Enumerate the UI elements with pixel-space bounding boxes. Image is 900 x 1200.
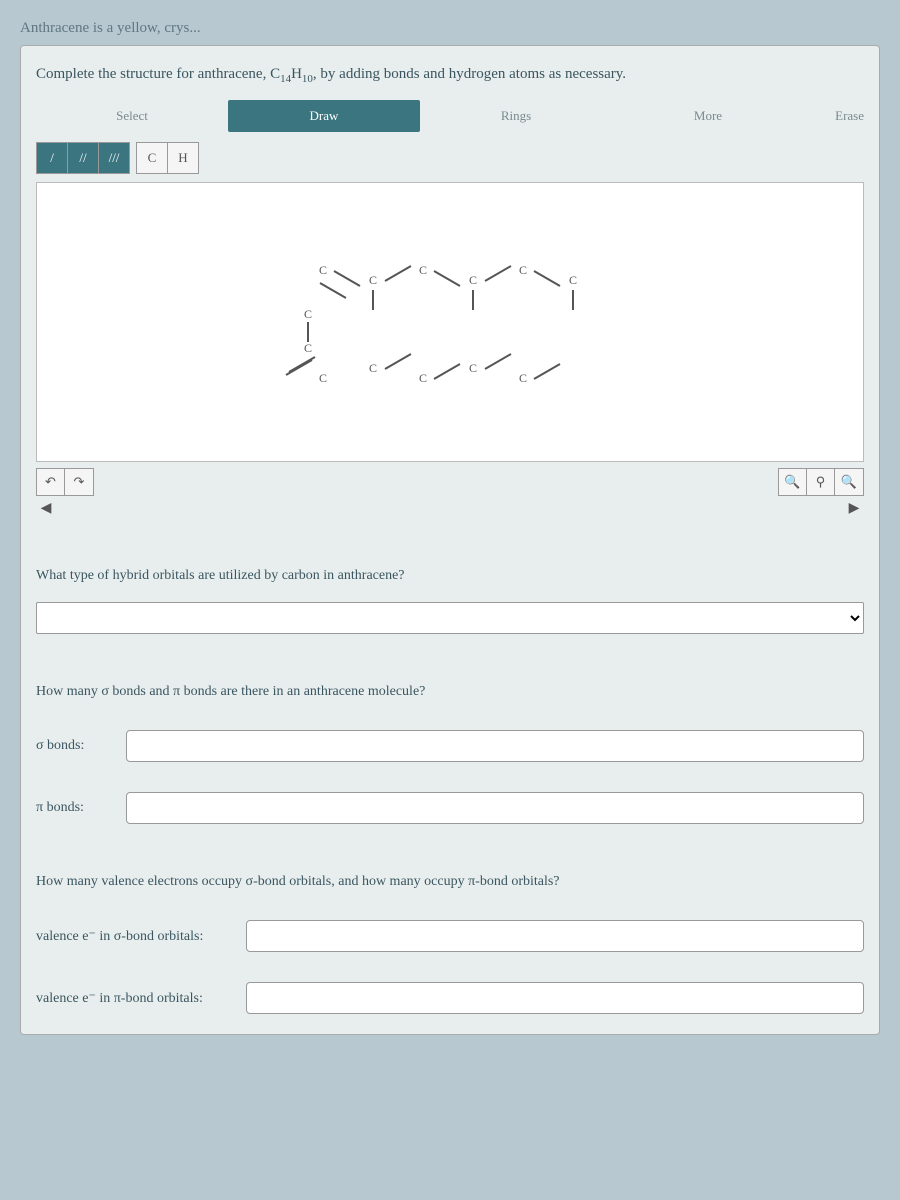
valence-sigma-label: valence e⁻ in σ-bond orbitals: [36, 928, 246, 945]
nav-right-arrow[interactable]: ▶ [844, 498, 864, 518]
undo-redo-group: ↶ ↷ [36, 468, 94, 496]
pi-bonds-input[interactable] [126, 792, 864, 824]
canvas-controls: ↶ ↷ ◀ 🔍 ⚲ 🔍 ▶ [36, 468, 864, 518]
drawing-canvas[interactable]: C C C C C C C C C C C C [36, 182, 864, 462]
prompt-h: H [291, 66, 302, 82]
bond [385, 265, 412, 282]
tab-more[interactable]: More [612, 100, 804, 132]
carbon-tool[interactable]: C [136, 142, 168, 174]
atom-c: C [365, 272, 381, 288]
atom-c: C [465, 360, 481, 376]
atom-c: C [315, 370, 331, 386]
zoom-reset-button[interactable]: ⚲ [807, 469, 835, 495]
single-bond-tool[interactable]: / [36, 142, 68, 174]
bond-tools: / // /// C H [36, 142, 864, 174]
sub-10: 10 [302, 73, 313, 85]
atom-c: C [300, 340, 316, 356]
question-hybrid: What type of hybrid orbitals are utilize… [36, 568, 864, 584]
header-fragment: Anthracene is a yellow, crys... [20, 20, 880, 37]
structure-prompt: Complete the structure for anthracene, C… [36, 66, 864, 85]
nav-left-arrow[interactable]: ◀ [36, 498, 56, 518]
sigma-bonds-input[interactable] [126, 730, 864, 762]
valence-sigma-input[interactable] [246, 920, 864, 952]
question-valence: How many valence electrons occupy σ-bond… [36, 874, 864, 890]
sigma-row: σ bonds: [36, 730, 864, 762]
bond [485, 353, 512, 370]
sub-14: 14 [280, 73, 291, 85]
prompt-tail: , by adding bonds and hydrogen atoms as … [313, 66, 626, 82]
tab-select[interactable]: Select [36, 100, 228, 132]
zoom-in-button[interactable]: 🔍 [779, 469, 807, 495]
double-bond-tool[interactable]: // [67, 142, 99, 174]
valence-sigma-row: valence e⁻ in σ-bond orbitals: [36, 920, 864, 952]
atom-c: C [365, 360, 381, 376]
atom-c: C [515, 262, 531, 278]
bond [534, 270, 561, 287]
tab-erase[interactable]: Erase [804, 100, 864, 132]
sigma-label: σ bonds: [36, 738, 126, 754]
bond [307, 322, 309, 342]
atom-c: C [415, 262, 431, 278]
bond [472, 290, 474, 310]
pi-label: π bonds: [36, 800, 126, 816]
hybrid-select[interactable] [36, 602, 864, 634]
tab-draw[interactable]: Draw [228, 100, 420, 132]
bond [334, 270, 361, 287]
tab-rings[interactable]: Rings [420, 100, 612, 132]
zoom-group: 🔍 ⚲ 🔍 [778, 468, 864, 496]
atom-c: C [465, 272, 481, 288]
hydrogen-tool[interactable]: H [167, 142, 199, 174]
valence-pi-input[interactable] [246, 982, 864, 1014]
undo-button[interactable]: ↶ [37, 469, 65, 495]
valence-pi-row: valence e⁻ in π-bond orbitals: [36, 982, 864, 1014]
bond [385, 353, 412, 370]
redo-button[interactable]: ↷ [65, 469, 93, 495]
bond [434, 363, 461, 380]
bond [320, 282, 347, 299]
zoom-out-button[interactable]: 🔍 [835, 469, 863, 495]
atom-c: C [300, 306, 316, 322]
bond [534, 363, 561, 380]
draw-toolbar: Select Draw Rings More Erase [36, 100, 864, 132]
triple-bond-tool[interactable]: /// [98, 142, 130, 174]
bond [286, 359, 313, 376]
atom-c: C [565, 272, 581, 288]
valence-pi-label: valence e⁻ in π-bond orbitals: [36, 990, 246, 1007]
atom-c: C [415, 370, 431, 386]
question-bonds: How many σ bonds and π bonds are there i… [36, 684, 864, 700]
prompt-text: Complete the structure for anthracene, C [36, 66, 280, 82]
pi-row: π bonds: [36, 792, 864, 824]
atom-c: C [515, 370, 531, 386]
question-panel: Complete the structure for anthracene, C… [20, 45, 880, 1035]
anthracene-skeleton: C C C C C C C C C C C C [270, 262, 630, 382]
bond [372, 290, 374, 310]
atom-c: C [315, 262, 331, 278]
bond [572, 290, 574, 310]
bond [485, 265, 512, 282]
bond [434, 270, 461, 287]
